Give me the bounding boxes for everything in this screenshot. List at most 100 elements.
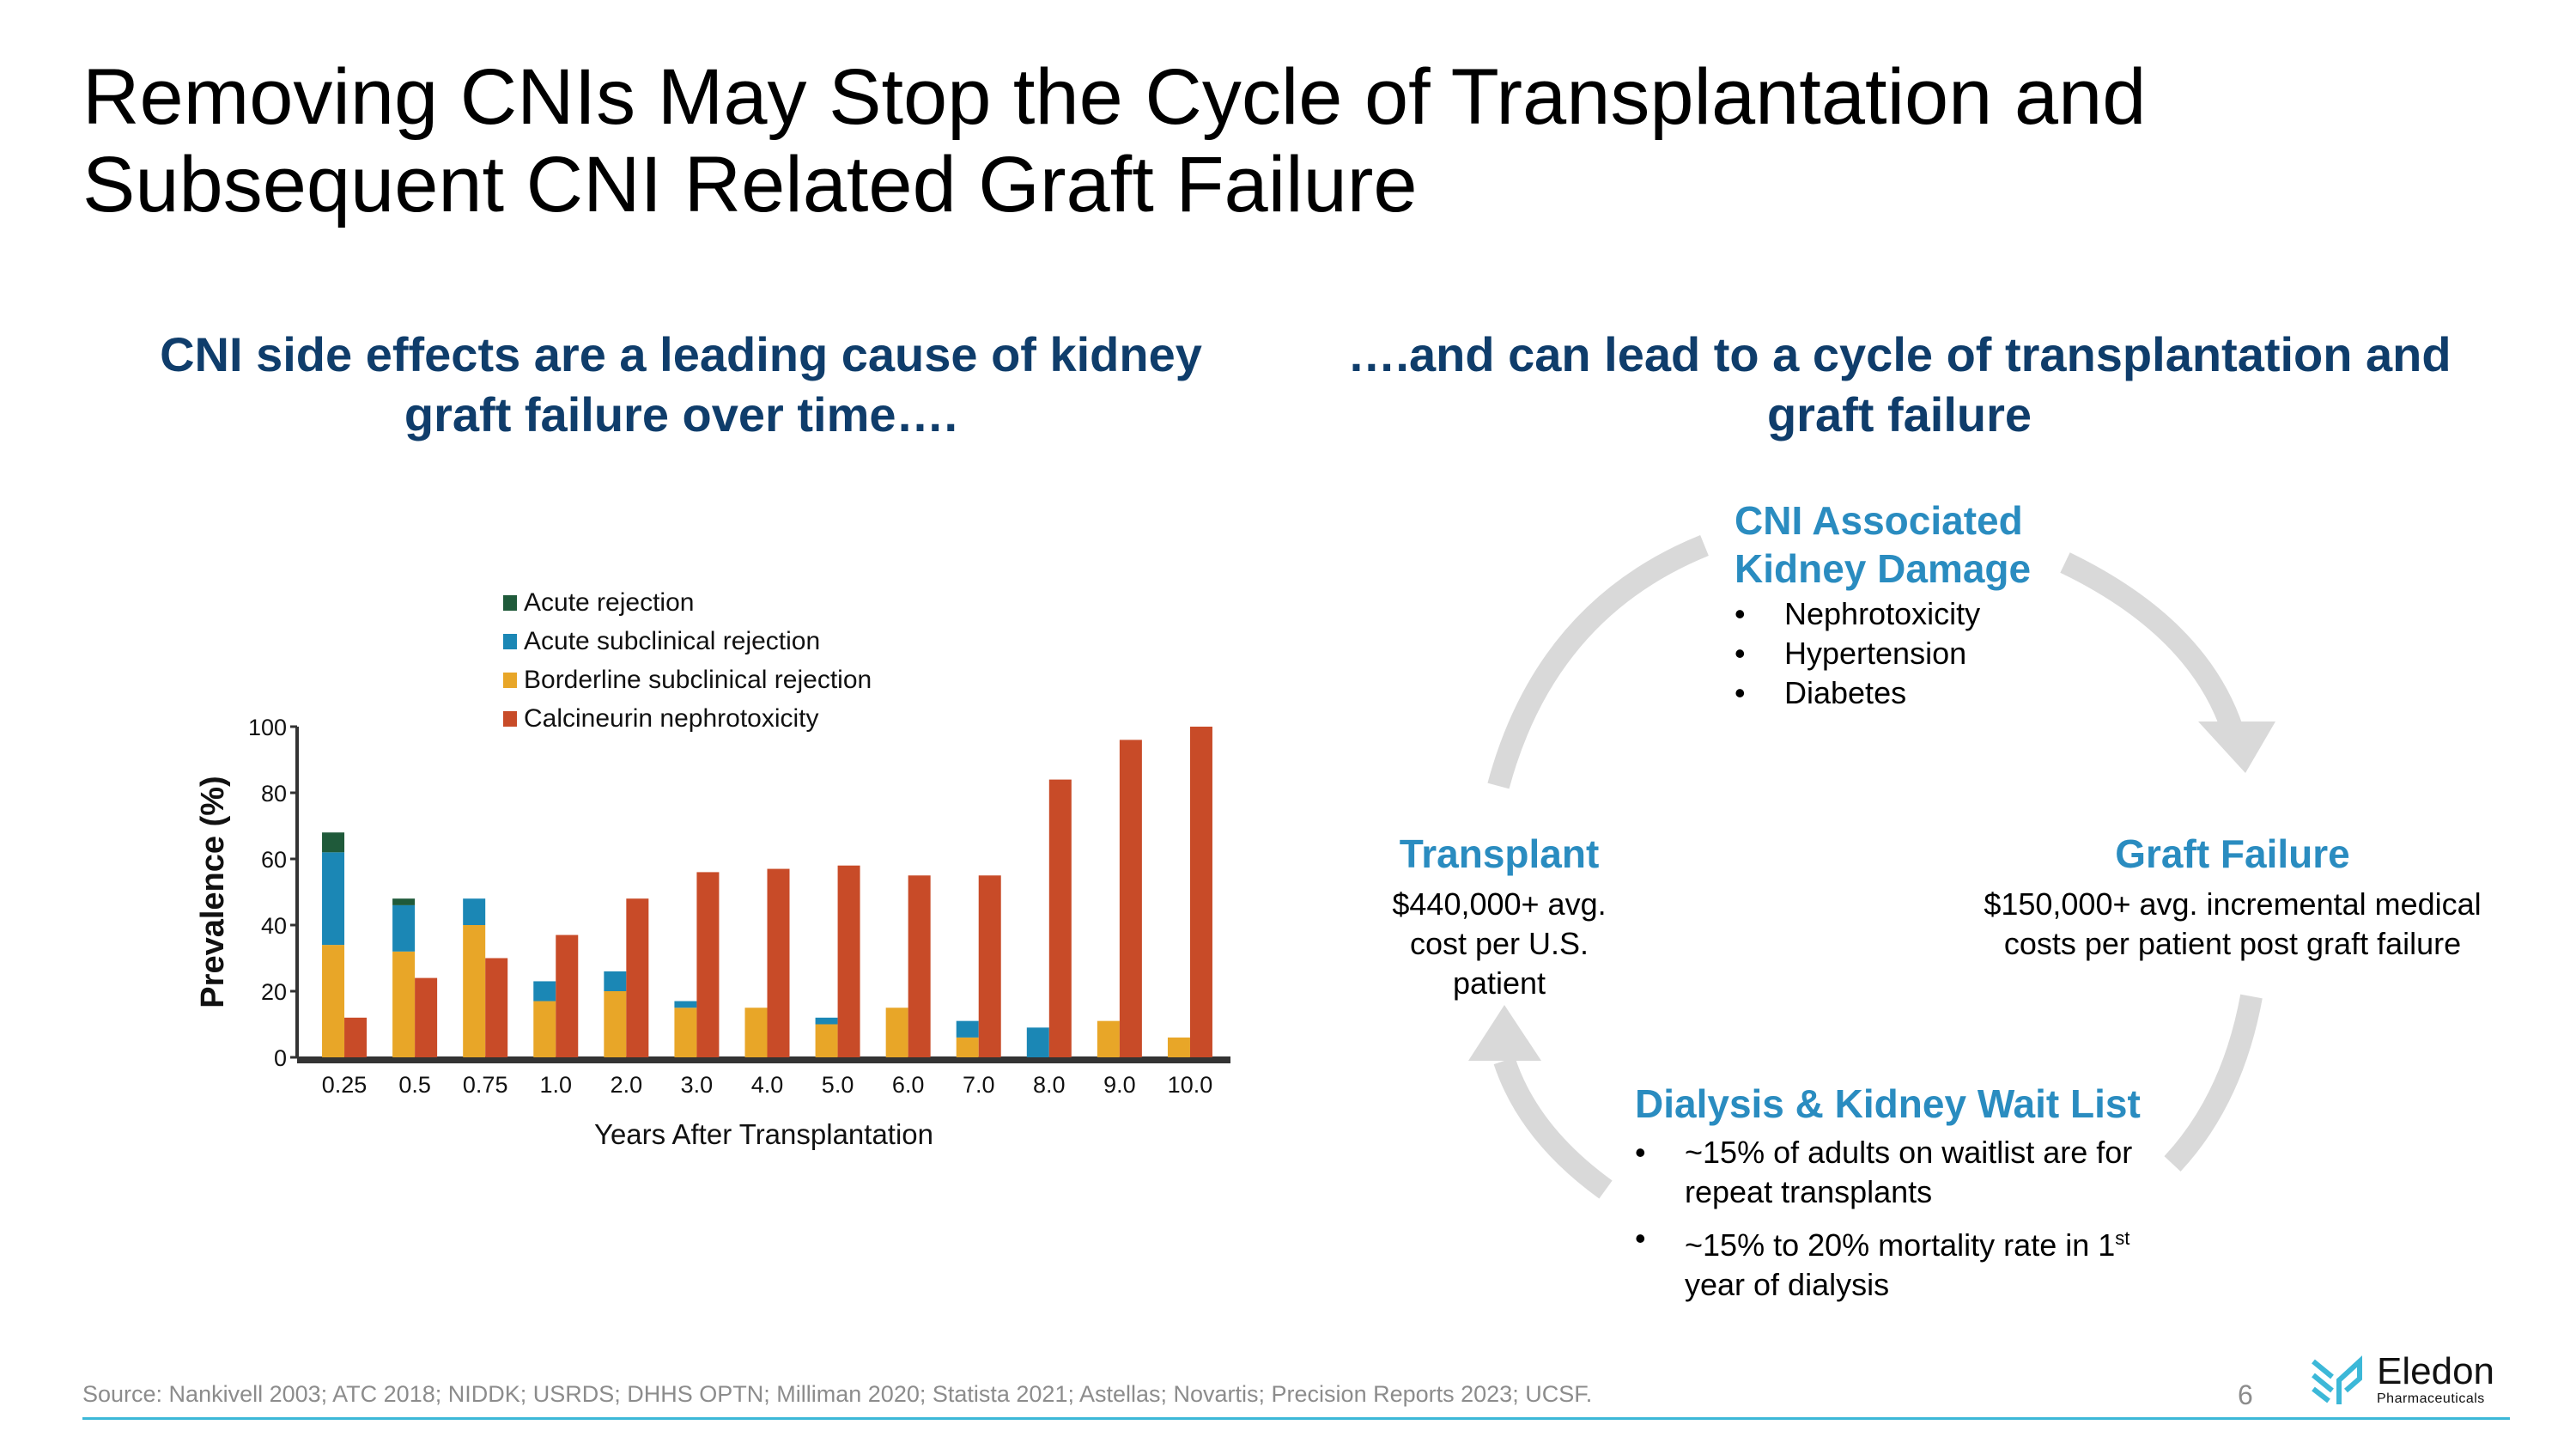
graft-failure-text: $150,000+ avg. incremental medical costs… — [1984, 886, 2482, 961]
arrowhead-graft — [2198, 721, 2275, 773]
legend-swatch — [503, 595, 517, 611]
bullet-sup: st — [2115, 1227, 2130, 1249]
arrow-dialysis-to-transplant — [1493, 1056, 1613, 1199]
logo-sub: Pharmaceuticals — [2377, 1391, 2485, 1406]
arrow-graft-to-dialysis — [2164, 994, 2263, 1172]
slide-title: Removing CNIs May Stop the Cycle of Tran… — [82, 53, 2147, 228]
legend-label: Calcineurin nephrotoxicity — [524, 704, 819, 733]
x-tick-label: 10.0 — [1168, 1072, 1213, 1098]
bar-segment — [392, 898, 416, 905]
bar-cnt — [1189, 727, 1212, 1057]
bar-segment — [322, 852, 345, 946]
bar-cnt — [1119, 740, 1142, 1057]
x-tick-label: 4.0 — [751, 1072, 784, 1098]
bar-cnt — [696, 872, 720, 1057]
bar-cnt — [767, 868, 790, 1057]
graft-failure-title: Graft Failure — [2115, 831, 2350, 876]
bar-segment — [392, 951, 416, 1057]
bar-segment — [674, 1008, 697, 1057]
y-tick-label: 80 — [261, 781, 287, 807]
bar-segment — [956, 1037, 979, 1057]
bar-segment — [885, 1008, 908, 1057]
bullet-text: year of dialysis — [1685, 1267, 1890, 1302]
bar-cnt — [344, 1017, 368, 1057]
logo-mark-icon — [2312, 1355, 2362, 1404]
page-number: 6 — [2238, 1379, 2253, 1410]
legend-label: Acute rejection — [524, 588, 694, 617]
legend-swatch — [503, 673, 517, 688]
x-tick-label: 1.0 — [539, 1072, 572, 1098]
bar-cnt — [837, 865, 860, 1057]
bar-segment — [463, 898, 486, 925]
dialysis-node: Dialysis & Kidney Wait List ~15% of adul… — [1635, 1080, 2184, 1305]
bar-cnt — [415, 977, 438, 1057]
footer-divider — [82, 1417, 2510, 1420]
bar-segment — [815, 1017, 838, 1025]
cni-damage-title: CNI Associated Kidney Damage — [1735, 498, 2032, 591]
legend-swatch — [503, 711, 517, 727]
x-tick-label: 2.0 — [611, 1072, 643, 1098]
cni-bullet: Nephrotoxicity — [1735, 594, 2078, 634]
x-tick-label: 0.5 — [398, 1072, 431, 1098]
y-tick-label: 100 — [248, 715, 287, 740]
x-tick-label: 8.0 — [1033, 1072, 1066, 1098]
eledon-logo: Eledon Pharmaceuticals — [2310, 1353, 2494, 1408]
bar-segment — [463, 925, 486, 1057]
y-axis-label: Prevalence (%) — [195, 776, 231, 1008]
right-heading: ….and can lead to a cycle of transplanta… — [1347, 327, 2451, 441]
legend-label: Borderline subclinical rejection — [524, 666, 872, 694]
legend-swatch — [503, 634, 517, 649]
y-tick-label: 60 — [261, 847, 287, 873]
transplant-title: Transplant — [1399, 831, 1600, 876]
arrow-transplant-to-cni — [1487, 534, 1709, 789]
y-tick-label: 0 — [274, 1045, 287, 1071]
bar-segment — [604, 991, 627, 1057]
bullet-text: 1 — [2098, 1227, 2116, 1263]
legend-label: Acute subclinical rejection — [524, 627, 820, 655]
bar-segment — [815, 1024, 838, 1057]
arrow-cni-to-graft — [2060, 552, 2244, 734]
bar-cnt — [1048, 779, 1072, 1057]
bar-cnt — [485, 958, 508, 1057]
bar-segment — [1097, 1020, 1120, 1057]
x-axis-label: Years After Transplantation — [594, 1118, 933, 1150]
bar-cnt — [978, 875, 1001, 1057]
dialysis-title: Dialysis & Kidney Wait List — [1635, 1081, 2141, 1126]
cni-damage-node: CNI Associated Kidney Damage Nephrotoxic… — [1735, 496, 2078, 713]
x-tick-label: 5.0 — [822, 1072, 854, 1098]
y-tick-label: 40 — [261, 913, 287, 939]
x-tick-label: 3.0 — [681, 1072, 714, 1098]
bar-cnt — [908, 875, 931, 1057]
bar-segment — [1167, 1037, 1190, 1057]
x-tick-label: 0.25 — [322, 1072, 368, 1098]
logo-name: Eledon — [2377, 1350, 2495, 1392]
transplant-node: Transplant $440,000+ avg. cost per U.S. … — [1327, 830, 1671, 1003]
bar-segment — [322, 945, 345, 1057]
left-heading: CNI side effects are a leading cause of … — [160, 327, 1202, 441]
bar-segment — [533, 981, 556, 1002]
bar-segment — [322, 832, 345, 853]
bar-segment — [956, 1020, 979, 1038]
graft-failure-node: Graft Failure $150,000+ avg. incremental… — [1949, 830, 2516, 964]
bar-segment — [744, 1008, 768, 1057]
bar-cnt — [556, 935, 579, 1057]
transplant-text: $440,000+ avg. cost per U.S. patient — [1392, 886, 1607, 1001]
cni-bullet: Hypertension — [1735, 634, 2078, 673]
prevalence-chart: Acute rejection Acute subclinical rejecti… — [195, 588, 1230, 1150]
dialysis-bullet: ~15% to 20% mortality rate in 1st year o… — [1635, 1219, 2184, 1305]
x-tick-label: 7.0 — [963, 1072, 995, 1098]
bar-cnt — [626, 898, 649, 1057]
y-tick-label: 20 — [261, 979, 287, 1005]
bar-segment — [392, 904, 416, 952]
bar-segment — [1026, 1027, 1049, 1057]
bullet-text: ~15% to 20% mortality rate in — [1685, 1227, 2099, 1263]
bar-segment — [533, 1001, 556, 1057]
dialysis-bullet: ~15% of adults on waitlist are for repea… — [1635, 1133, 2184, 1212]
x-tick-label: 0.75 — [463, 1072, 508, 1098]
bar-segment — [674, 1001, 697, 1008]
source-note: Source: Nankivell 2003; ATC 2018; NIDDK;… — [82, 1381, 1593, 1407]
bar-segment — [604, 971, 627, 991]
x-tick-label: 6.0 — [892, 1072, 925, 1098]
cni-bullet: Diabetes — [1735, 673, 2078, 713]
arrowhead-transplant — [1468, 1005, 1541, 1061]
